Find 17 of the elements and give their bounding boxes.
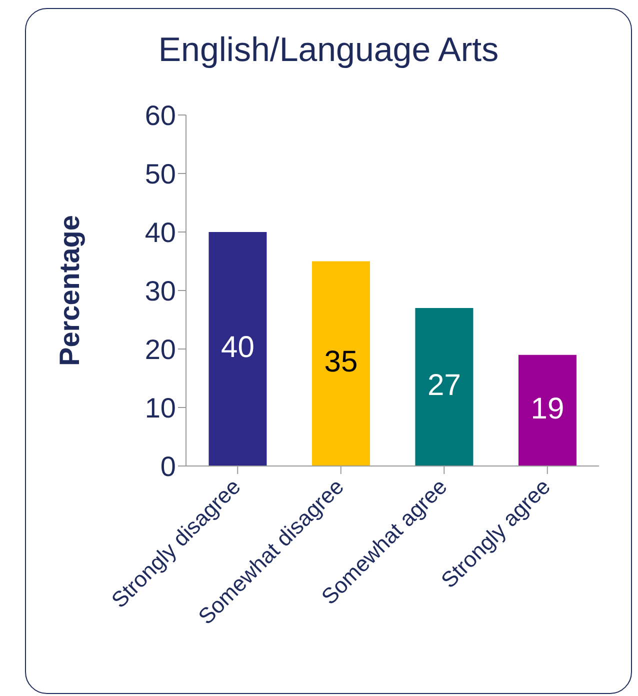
data-label: 35 (324, 346, 358, 379)
y-tick-label: 40 (144, 216, 176, 248)
y-tick-label: 50 (144, 158, 176, 190)
data-label: 19 (530, 392, 564, 426)
y-tick-label: 10 (144, 392, 176, 424)
y-tick-label: 20 (144, 334, 176, 365)
bar (415, 308, 474, 466)
data-label: 27 (428, 368, 461, 402)
y-tick-label: 0 (160, 450, 176, 482)
y-axis-title: Percentage (54, 215, 85, 366)
chart-title: English/Language Arts (157, 31, 500, 70)
y-tick-label: 30 (144, 275, 176, 306)
bar (312, 261, 370, 466)
data-label: 40 (221, 330, 254, 364)
bar (518, 354, 576, 466)
bar (208, 232, 267, 466)
y-tick-label: 60 (144, 100, 176, 131)
